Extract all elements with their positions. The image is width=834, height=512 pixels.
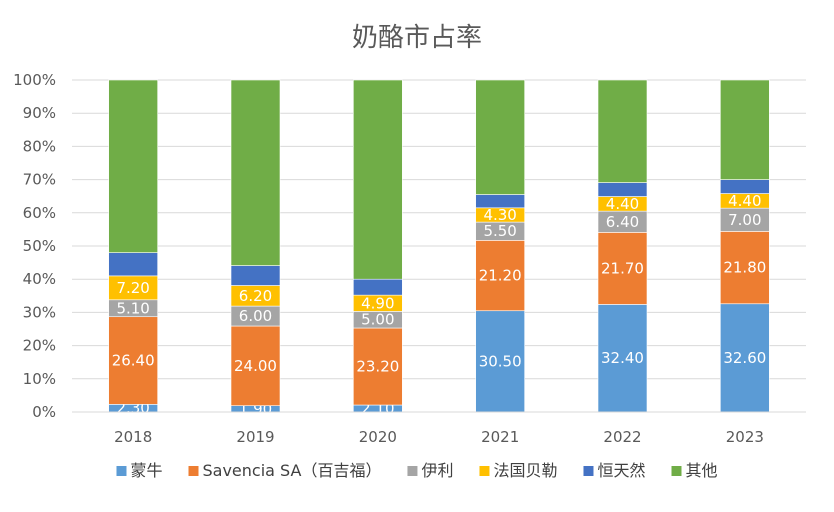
legend-label: 法国贝勒 [493, 461, 557, 480]
bar-segment [720, 231, 770, 305]
x-tick-label: 2020 [359, 428, 397, 446]
bar-segment [353, 79, 403, 280]
legend-label: Savencia SA（百吉福） [203, 461, 382, 480]
bar-stack-2021: 30.50 21.20 5.504.30 [475, 79, 525, 413]
grid-lines [72, 79, 806, 413]
bar-segment [108, 252, 158, 277]
y-axis: 0% 10% 20% 30% 40% 50% 60% 70% 80% 90% 100% [13, 71, 56, 421]
data-label: 5.50 [483, 222, 516, 240]
bar-segment [720, 303, 770, 413]
bar-segment [475, 310, 525, 413]
legend-label: 恒天然 [597, 461, 645, 480]
bar-stack-2023: 32.60 21.80 7.004.40 [720, 79, 770, 413]
bar-segment [475, 79, 525, 195]
data-label: 7.00 [728, 211, 761, 229]
data-label: 21.20 [479, 267, 522, 285]
x-tick-label: 2019 [236, 428, 274, 446]
legend-label: 其他 [686, 461, 718, 480]
y-tick-label: 40% [23, 270, 56, 288]
bar-segment [353, 278, 403, 296]
bar-segment [720, 179, 770, 194]
y-tick-label: 80% [23, 137, 56, 155]
bar-segment [108, 316, 158, 405]
bar-segment [108, 79, 158, 253]
y-tick-label: 70% [23, 171, 56, 189]
bars: 2.3026.405.107.201.9024.006.006.202.1023… [108, 79, 770, 418]
y-tick-label: 0% [32, 403, 56, 421]
data-label: 4.30 [483, 206, 516, 224]
legend-item: 法国贝勒 [479, 461, 557, 480]
data-label: 6.20 [239, 287, 272, 305]
data-label: 24.00 [234, 357, 277, 375]
y-tick-label: 20% [23, 337, 56, 355]
y-tick-label: 60% [23, 204, 56, 222]
legend-swatch [583, 466, 594, 476]
x-tick-label: 2021 [481, 428, 519, 446]
bar-segment [475, 194, 525, 209]
data-label: 4.90 [361, 294, 394, 312]
bar-segment [597, 232, 648, 305]
legend-item: Savencia SA（百吉福） [188, 461, 382, 480]
data-label: 5.10 [116, 299, 149, 317]
data-label: 32.40 [601, 349, 644, 367]
data-label: 4.40 [728, 192, 761, 210]
bar-segment [230, 79, 281, 266]
bar-segment [597, 79, 648, 183]
y-tick-label: 50% [23, 237, 56, 255]
data-label: 6.40 [606, 213, 639, 231]
x-tick-label: 2022 [603, 428, 641, 446]
data-label: 26.40 [112, 352, 155, 370]
bar-stack-2022: 32.40 21.70 6.404.40 [597, 79, 648, 413]
data-label: 21.70 [601, 259, 644, 277]
y-tick-label: 10% [23, 370, 56, 388]
legend-item: 伊利 [407, 461, 453, 480]
data-label: 5.00 [361, 311, 394, 329]
legend: 蒙牛 Savencia SA（百吉福） 伊利 法国贝勒 恒天然 其他 [116, 461, 718, 480]
y-tick-label: 90% [23, 104, 56, 122]
data-label: 7.20 [116, 279, 149, 297]
y-tick-label: 100% [13, 71, 56, 89]
bar-segment [230, 265, 281, 286]
data-label: 23.20 [356, 358, 399, 376]
y-tick-label: 30% [23, 303, 56, 321]
chart-title: 奶酪市占率 [352, 23, 482, 53]
bar-segment [720, 79, 770, 180]
legend-swatch [407, 466, 418, 476]
legend-swatch [479, 466, 490, 476]
data-label: 21.80 [723, 259, 766, 277]
bar-segment [353, 327, 403, 406]
bar-segment [597, 304, 648, 413]
x-tick-label: 2018 [114, 428, 152, 446]
legend-item: 蒙牛 [116, 461, 163, 480]
x-axis: 2018 2019 2020 2021 2022 2023 [72, 411, 806, 446]
data-label: 4.40 [606, 195, 639, 213]
data-label: 32.60 [723, 349, 766, 367]
legend-item: 恒天然 [583, 461, 646, 480]
legend-label: 伊利 [421, 461, 453, 480]
bar-segment [597, 182, 648, 197]
x-tick-label: 2023 [726, 428, 764, 446]
legend-swatch [116, 466, 127, 476]
legend-item: 其他 [671, 461, 718, 480]
legend-swatch [188, 466, 199, 476]
legend-swatch [671, 466, 682, 476]
legend-label: 蒙牛 [130, 461, 162, 480]
bar-segment [230, 325, 281, 406]
data-label: 30.50 [479, 352, 522, 370]
data-label: 6.00 [239, 307, 272, 325]
